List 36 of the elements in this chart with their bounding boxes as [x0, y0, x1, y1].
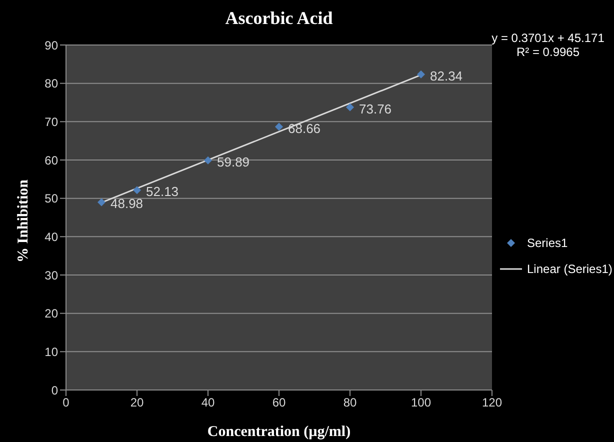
- data-label: 52.13: [146, 184, 179, 200]
- point: [133, 186, 141, 194]
- y-tick-label: 0: [51, 383, 58, 398]
- y-tick-label: 20: [44, 306, 58, 321]
- data-label: 82.34: [430, 68, 463, 84]
- x-tick-label: 120: [482, 396, 502, 410]
- data-label: 73.76: [359, 101, 392, 116]
- point: [98, 198, 106, 206]
- text: R² = 0.9965: [516, 45, 580, 59]
- x-tick-label: 80: [343, 396, 357, 410]
- y-tick-label: 70: [44, 114, 58, 129]
- y-tick-label: 60: [44, 153, 58, 168]
- chart-title: Ascorbic Acid: [225, 8, 333, 28]
- x-axis-title: Concentration (µg/ml): [207, 424, 351, 440]
- data-label: 48.98: [110, 196, 144, 212]
- text: y = 0.3701x + 45.171: [492, 31, 605, 45]
- point: [417, 70, 425, 78]
- y-tick-label: 80: [44, 76, 58, 91]
- legend-label: Linear (Series1): [527, 262, 612, 276]
- point: [275, 122, 283, 131]
- x-tick-label: 40: [201, 396, 215, 410]
- y-tick-label: 10: [44, 344, 58, 359]
- x-tick-label: 0: [62, 396, 70, 410]
- data-label: 59.89: [217, 154, 250, 170]
- x-tick-label: 60: [272, 396, 286, 410]
- y-axis-title: % Inhibition: [15, 178, 32, 262]
- y-tick-label: 90: [44, 38, 58, 52]
- legend-label: Series1: [527, 236, 568, 250]
- point: [204, 156, 212, 164]
- data-label: 68.66: [288, 120, 321, 136]
- y-tick-label: 30: [44, 268, 58, 282]
- point: [346, 103, 354, 112]
- x-tick-label: 20: [130, 396, 144, 410]
- y-tick-label: 40: [44, 230, 58, 244]
- y-tick-label: 50: [44, 192, 58, 206]
- x-tick-label: 100: [410, 396, 432, 410]
